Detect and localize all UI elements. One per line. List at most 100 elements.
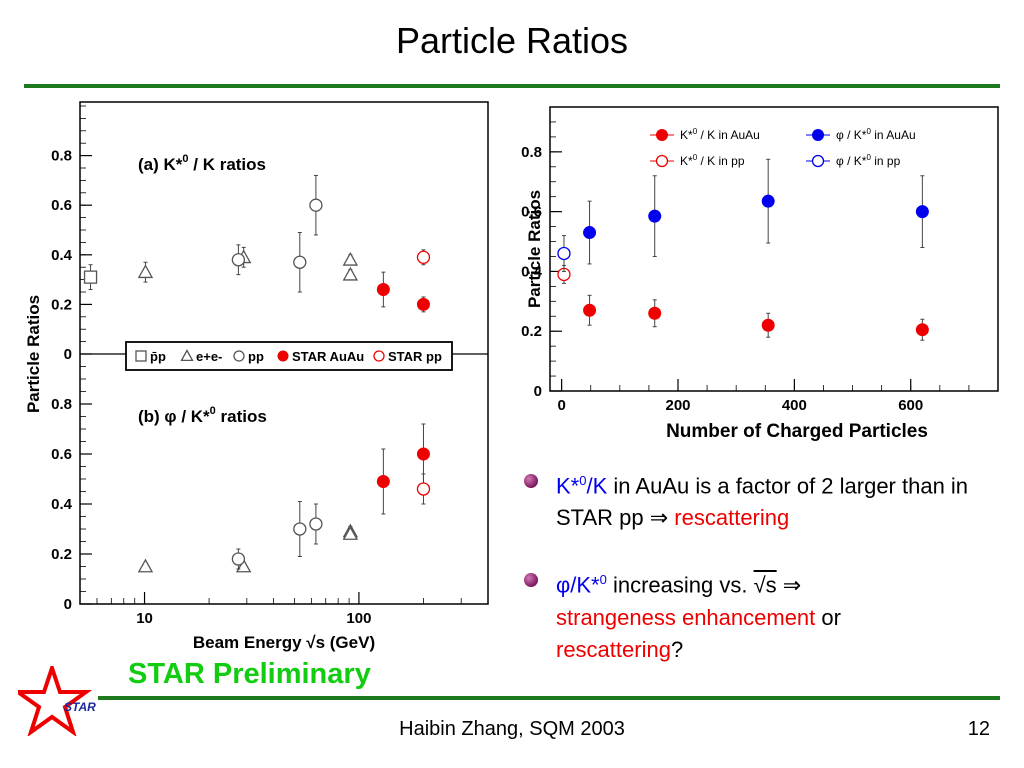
data-point	[231, 552, 246, 566]
y-tick-label: 0.2	[521, 323, 542, 340]
data-point	[648, 306, 662, 320]
data-point	[309, 198, 323, 212]
y-tick-label: 0.8	[521, 144, 542, 161]
phi-kstar-sup: 0	[599, 572, 607, 588]
y-tick-label: 0.2	[51, 546, 72, 563]
bullet-2-text: increasing vs.	[606, 572, 754, 598]
kstar-over-k: /K	[586, 473, 608, 499]
bullet-dot-icon	[524, 474, 538, 488]
panel-b: 0 0.2 0.4 0.6 0.8 10 100	[51, 353, 462, 627]
y-tick-label: 0.8	[51, 148, 72, 165]
data-point	[376, 283, 390, 297]
legend-marker	[180, 349, 194, 362]
left-chart: 0 0.2 0.4 0.6 0.8 0 0.2 0.4 0.6 0.8 10 100 (a) K*0…	[24, 101, 489, 652]
y-tick-label: 0.4	[51, 496, 73, 513]
data-point	[915, 323, 929, 337]
panel-a: 0 0.2 0.4 0.6 0.8	[51, 105, 431, 363]
data-point	[583, 226, 597, 240]
data-point	[376, 475, 390, 488]
y-tick-label: 0.6	[51, 446, 72, 463]
x-tick-label: 100	[346, 610, 371, 627]
y-tick-label: 0.6	[521, 204, 542, 221]
data-point	[309, 517, 323, 531]
data-point	[231, 253, 246, 267]
data-point	[583, 303, 597, 317]
bullet-2-or: or	[815, 604, 841, 630]
y-tick-label: 0.6	[51, 197, 72, 214]
legend-label: K*0 / K in AuAu	[680, 127, 760, 142]
bullet-1-text: in AuAu is a factor of 2 larger than in …	[556, 473, 969, 531]
y-tick-label: 0.8	[51, 396, 72, 413]
bottom-divider	[98, 696, 1000, 700]
y-tick-label: 0	[64, 596, 72, 613]
x-tick-label: 400	[782, 397, 807, 414]
y-tick-label: 0.4	[51, 247, 73, 264]
data-point	[416, 297, 430, 311]
legend-marker	[135, 350, 147, 362]
kstar-sup: 0	[579, 473, 587, 488]
left-legend: p̄p e+e-pp STAR AuAu STAR pp	[125, 341, 453, 371]
y-tick-label: 0.4	[521, 263, 543, 280]
x-tick-label: 200	[665, 397, 690, 414]
x-tick-label: 0	[557, 397, 565, 414]
legend-marker	[812, 129, 824, 141]
legend-label: φ / K*0 in pp	[836, 153, 901, 168]
bullet-item-1: K*0/K in AuAu is a factor of 2 larger th…	[520, 465, 1010, 534]
page-number: 12	[967, 718, 990, 740]
data-point	[342, 251, 359, 266]
left-y-axis-label: Particle Ratios	[24, 295, 43, 413]
legend-marker	[373, 350, 385, 362]
legend-label: STAR AuAu	[292, 349, 364, 364]
legend-label: STAR pp	[388, 349, 442, 364]
legend-label: φ / K*0 in AuAu	[836, 127, 916, 142]
legend-marker	[233, 350, 245, 362]
legend-marker	[277, 350, 289, 362]
phi-kstar-label: φ/K*	[556, 572, 600, 598]
bullet-list: K*0/K in AuAu is a factor of 2 larger th…	[520, 465, 1010, 696]
x-tick-label: 10	[136, 610, 153, 627]
legend-marker	[656, 129, 668, 141]
star-logo-icon: STAR	[18, 666, 96, 736]
data-point	[648, 209, 662, 223]
data-point	[137, 264, 154, 279]
legend-marker	[811, 154, 825, 168]
bullet-1-rescattering: rescattering	[668, 505, 790, 531]
data-point	[557, 246, 571, 261]
footer-author: Haibin Zhang, SQM 2003	[399, 718, 625, 740]
bullet-2-question: ?	[670, 636, 684, 662]
data-point	[342, 526, 359, 540]
slide-title: Particle Ratios	[395, 20, 629, 61]
x-tick-label: 600	[898, 397, 923, 414]
bullet-2-rescattering: rescattering	[556, 636, 671, 662]
data-point	[83, 270, 98, 284]
y-tick-label: 0	[534, 383, 542, 400]
panel-c: 0 0.2 0.4 0.6 0.8 0 200 400 600	[521, 106, 999, 414]
legend-label: e+e-	[196, 349, 222, 364]
legend-label: pp	[248, 349, 264, 364]
legend-label: p̄p	[150, 349, 166, 364]
right-chart: 00.20.40.60.80 200 400 600 K*0 / K in AuAuK…	[521, 106, 999, 442]
arrow-icon: ⇒	[649, 505, 669, 531]
data-point	[293, 522, 307, 536]
bullet-item-2: φ/K*0 increasing vs. √s ⇒ strangeness en…	[520, 564, 1010, 665]
top-divider	[24, 84, 1000, 88]
right-legend: K*0 / K in AuAu K*0 / K in pp φ / K*0 in A…	[650, 127, 916, 168]
legend-marker	[655, 154, 669, 168]
right-x-axis-label: Number of Charged Particles	[666, 421, 928, 442]
right-chart-frame	[549, 106, 999, 392]
data-point	[416, 447, 430, 461]
data-point	[915, 205, 929, 219]
strangeness-enhancement: strangeness enhancement	[556, 604, 816, 630]
right-y-axis-label: Particle Ratios	[525, 190, 544, 308]
kstar-label: K*	[556, 473, 580, 499]
bullet-dot-icon	[524, 573, 538, 588]
data-point	[137, 558, 154, 573]
data-point	[293, 255, 307, 269]
left-x-axis-label: Beam Energy √s (GeV)	[193, 633, 375, 652]
arrow-icon: ⇒	[776, 572, 802, 598]
data-point	[416, 482, 431, 496]
legend-label: K*0 / K in pp	[680, 153, 745, 168]
star-logo-text: STAR	[64, 700, 96, 714]
panel-b-label: (b) φ / K*0 ratios	[138, 405, 267, 426]
y-tick-label: 0.2	[51, 296, 72, 313]
